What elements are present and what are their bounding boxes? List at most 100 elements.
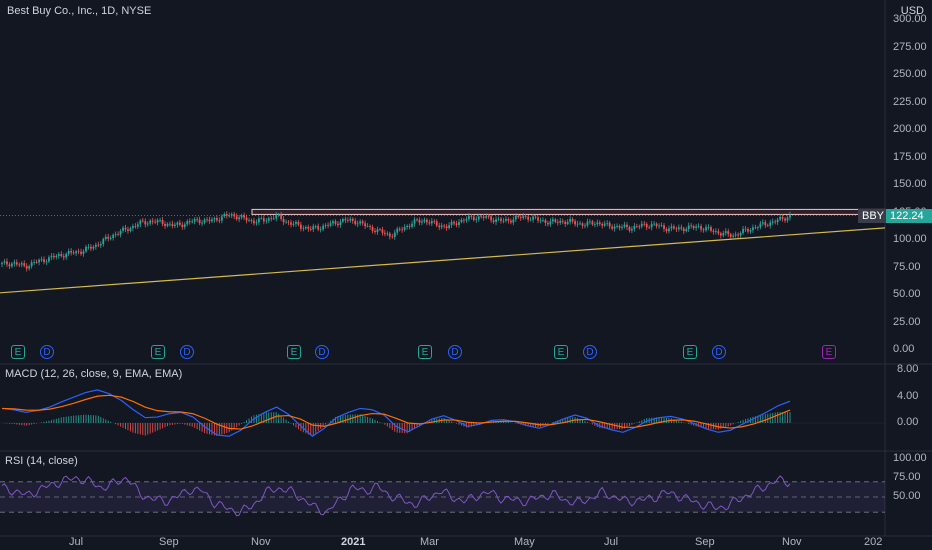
macd-axis-label: 0.00 [897, 416, 919, 428]
candle-body [33, 262, 36, 263]
candle-body [393, 232, 396, 238]
candle-body [635, 225, 638, 227]
candle-body [220, 216, 223, 221]
earnings-event-icon[interactable]: E [418, 345, 432, 359]
candle-body [477, 216, 480, 220]
candle-body [517, 215, 520, 218]
dividend-event-icon[interactable]: D [40, 345, 54, 359]
candle-body [789, 214, 791, 218]
candle-body [235, 216, 238, 220]
candle-body [771, 221, 774, 223]
candle-body [280, 214, 283, 219]
candle-body [50, 255, 53, 258]
earnings-event-icon[interactable]: E [287, 345, 301, 359]
candle-body [512, 219, 515, 223]
candle-body [107, 236, 110, 239]
candle-body [324, 224, 327, 226]
rsi-legend[interactable]: RSI (14, close) [5, 455, 78, 467]
candle-body [670, 226, 673, 229]
dividend-event-icon[interactable]: D [180, 345, 194, 359]
rsi-axis-label: 75.00 [893, 471, 921, 483]
candle-body [712, 230, 715, 232]
macd-legend[interactable]: MACD (12, 26, close, 9, EMA, EMA) [5, 368, 183, 380]
candle-body [584, 225, 586, 227]
candle-body [734, 234, 737, 236]
dividend-event-icon[interactable]: D [712, 345, 726, 359]
candle-body [302, 228, 305, 229]
earnings-event-icon[interactable]: E [554, 345, 568, 359]
candle-body [183, 224, 186, 227]
candle-body [161, 219, 164, 224]
candle-body [660, 225, 663, 227]
trendline [0, 227, 886, 294]
candle-body [492, 220, 495, 222]
time-axis-label: Jul [604, 536, 619, 548]
price-axis-label: 0.00 [893, 343, 915, 355]
earnings-event-icon[interactable]: E [683, 345, 697, 359]
candle-body [156, 220, 159, 223]
candle-body [663, 225, 665, 229]
candle-body [438, 225, 441, 228]
candle-body [643, 223, 646, 225]
candle-body [218, 220, 221, 222]
candle-body [507, 218, 510, 221]
candle-body [467, 215, 470, 220]
rsi-axis-label: 50.00 [893, 490, 921, 502]
candle-body [228, 215, 231, 217]
candle-body [25, 265, 28, 269]
candle-body [28, 266, 31, 269]
candle-body [596, 222, 599, 225]
candle-body [537, 217, 539, 221]
candle-body [211, 219, 213, 222]
candle-body [67, 251, 70, 254]
dividend-event-icon[interactable]: D [448, 345, 462, 359]
earnings-event-icon[interactable]: E [822, 345, 836, 359]
candle-body [638, 226, 641, 228]
candle-body [527, 216, 530, 220]
candle-body [732, 235, 735, 237]
dividend-event-icon[interactable]: D [315, 345, 329, 359]
candle-body [480, 216, 483, 218]
candle-body [52, 255, 55, 258]
candle-body [739, 233, 742, 236]
candle-body [35, 262, 38, 263]
candle-body [90, 246, 92, 249]
candle-body [238, 217, 241, 220]
candle-body [640, 223, 643, 227]
candle-body [705, 227, 707, 231]
candle-body [75, 251, 78, 254]
candle-body [62, 256, 65, 258]
candle-body [339, 221, 342, 226]
candle-body [85, 246, 87, 252]
candle-body [139, 220, 142, 225]
candle-body [707, 227, 710, 228]
currency-label[interactable]: USD [900, 5, 924, 17]
price-axis-label: 100.00 [893, 233, 927, 245]
candle-body [196, 218, 199, 220]
candle-body [586, 221, 589, 226]
candle-body [277, 214, 280, 216]
dividend-event-icon[interactable]: D [583, 345, 597, 359]
candle-body [154, 221, 157, 223]
candle-body [460, 219, 463, 222]
candle-body [418, 219, 421, 223]
earnings-event-icon[interactable]: E [151, 345, 165, 359]
candle-body [524, 216, 527, 217]
candle-body [70, 251, 73, 253]
candle-body [490, 216, 493, 221]
candle-body [668, 228, 670, 232]
candle-body [621, 226, 623, 228]
candle-body [346, 220, 349, 222]
candle-body [223, 214, 226, 217]
candle-body [164, 223, 166, 226]
candle-body [10, 263, 13, 267]
earnings-event-icon[interactable]: E [11, 345, 25, 359]
macd-axis-label: 8.00 [897, 363, 919, 375]
candle-body [695, 226, 698, 229]
candle-body [267, 218, 270, 221]
candle-body [181, 224, 184, 227]
candle-body [299, 224, 302, 229]
candle-body [744, 228, 747, 230]
candle-body [576, 223, 579, 225]
